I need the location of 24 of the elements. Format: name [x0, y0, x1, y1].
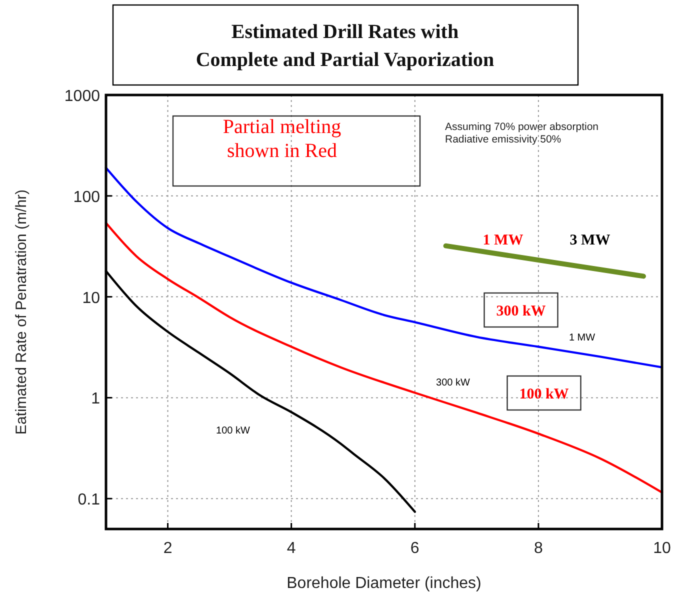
annotation: 100 kW — [519, 386, 569, 402]
annotation: 100 kW — [216, 426, 251, 436]
line-series — [104, 166, 664, 368]
y-tick-label: 0.1 — [78, 492, 100, 509]
x-tick-label: 6 — [410, 540, 420, 557]
annotation: Assuming 70% power absorption Radiative emissivity 50% — [445, 121, 599, 146]
annotation: 300 kW — [436, 378, 471, 388]
y-tick-label: 10 — [82, 290, 100, 307]
x-tick-label: 2 — [163, 540, 172, 557]
annotation: 1 MW — [568, 332, 596, 344]
annotation: 1 MW — [482, 232, 524, 248]
annotation: Partial melting shown in Red — [222, 116, 342, 162]
y-tick-label: 1 — [91, 390, 100, 408]
annotation: 300 kW — [496, 303, 546, 320]
chart-title: Estimated Drill Rates with Complete and Partial Vaporization — [196, 21, 494, 71]
y-tick-label: 100 — [73, 188, 100, 206]
x-axis-title: Borehole Diameter (inches) — [286, 575, 482, 592]
y-axis-title: Eatimated Rate of Penatration (m/hr) — [13, 189, 30, 435]
x-tick-label: 10 — [653, 540, 671, 557]
y-tick-label: 1000 — [64, 88, 100, 105]
x-tick-label: 8 — [534, 540, 543, 557]
line-series — [104, 222, 664, 494]
x-tick-label: 4 — [286, 540, 296, 557]
annotation: 3 MW — [570, 232, 610, 248]
